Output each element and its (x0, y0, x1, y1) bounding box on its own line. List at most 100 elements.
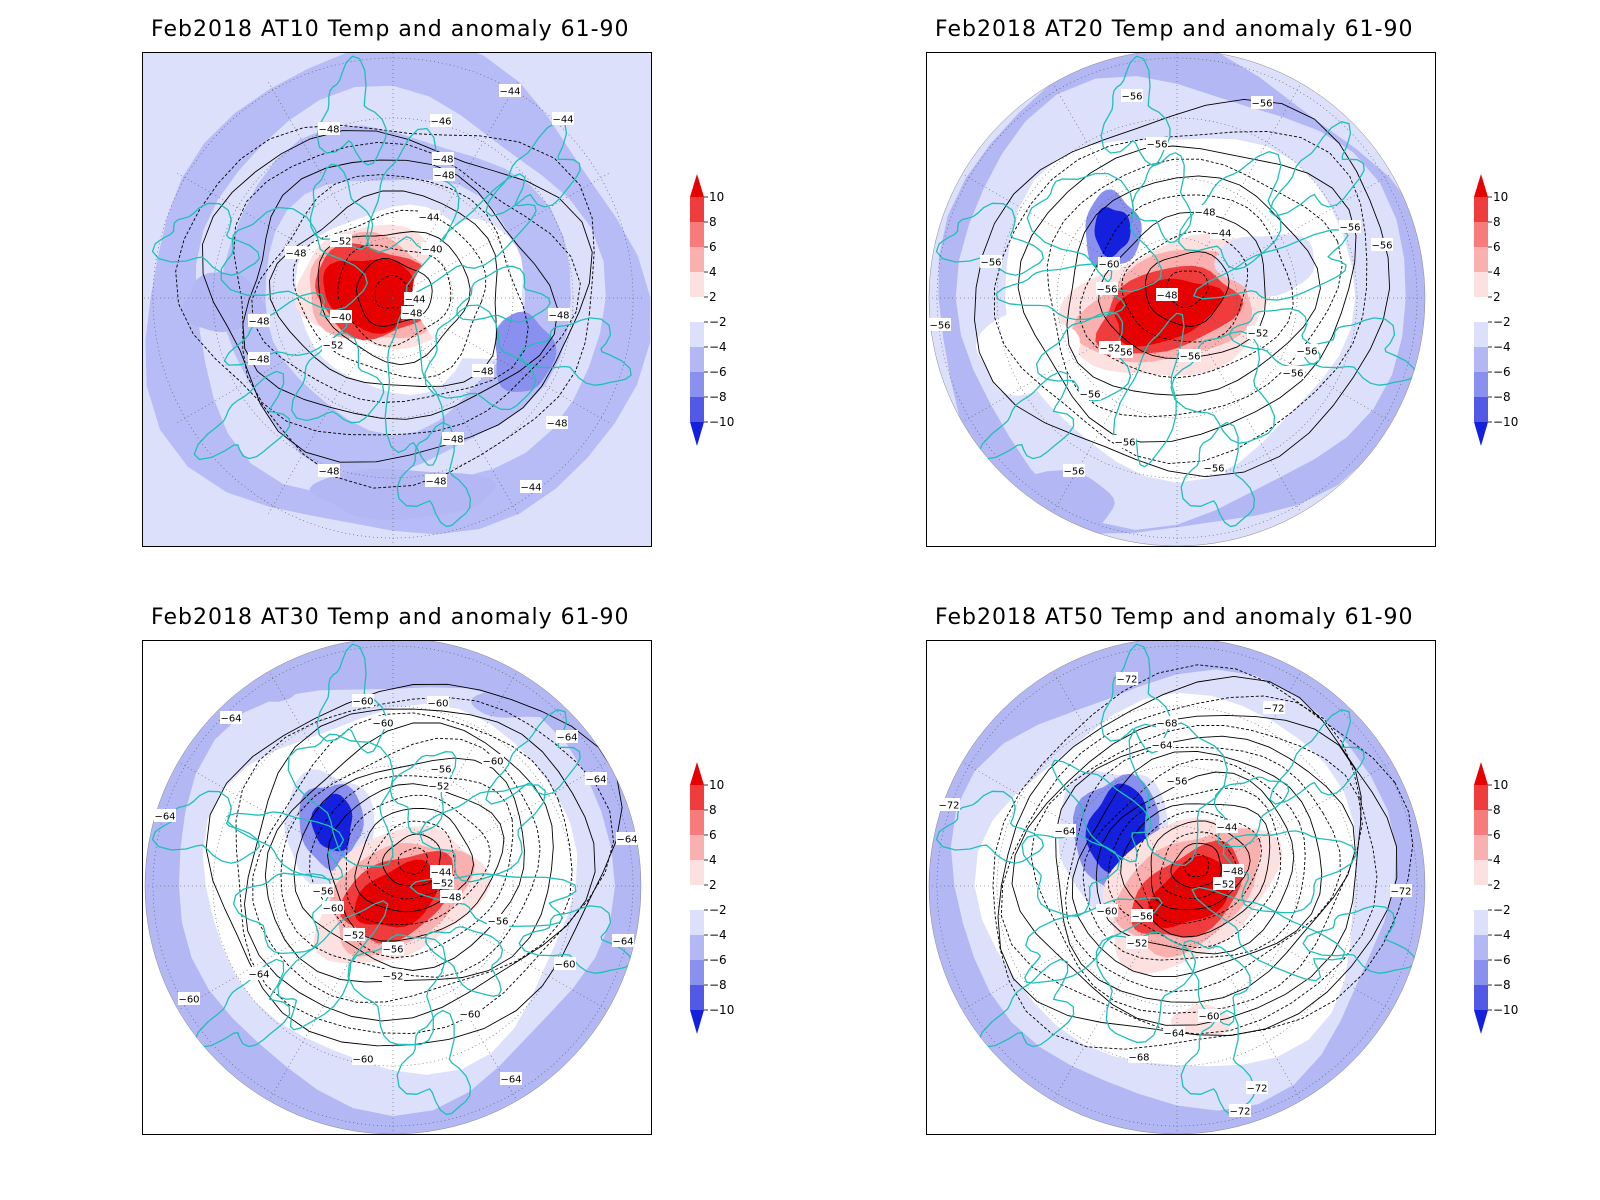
meridian-line (960, 885, 1178, 1012)
colorbar-label: 6 (709, 828, 717, 842)
meridian-line (960, 297, 1178, 424)
contour-label-box (1296, 344, 1318, 357)
contour-label: −56 (487, 917, 508, 928)
coastline (1191, 886, 1346, 982)
contour-label: −72 (1263, 704, 1284, 715)
coastline (151, 790, 261, 864)
temperature-contour (992, 664, 1414, 1050)
meridian-line (392, 172, 610, 299)
temperature-contour (1082, 758, 1306, 961)
contour-label: −68 (1156, 719, 1177, 730)
contour-label-box (1131, 909, 1153, 922)
contour-label-box (220, 711, 242, 724)
panel-title-at50: Feb2018 AT50 Temp and anomaly 61-90 (935, 605, 1414, 630)
contour-label: −44 (1210, 229, 1231, 240)
colorbar-segment (690, 372, 704, 397)
contour-label: −64 (1054, 827, 1075, 838)
contour-label-box (612, 934, 634, 947)
coastline (424, 304, 537, 411)
contour-label-box (312, 884, 334, 897)
contour-label-box (500, 1072, 522, 1085)
colorbar-at20: 10 8 6 4 2 −2 −4 −6 −8 −10 (1474, 174, 1518, 446)
coastline (309, 163, 374, 250)
colorbar-label: −10 (1493, 415, 1518, 429)
colorbar-label: 2 (709, 878, 717, 892)
contour-label: −64 (154, 812, 175, 823)
colorbar-label: −4 (1493, 928, 1511, 942)
coastline (220, 206, 368, 311)
coastline (1035, 311, 1132, 402)
temperature-contour (997, 675, 1398, 1036)
temperature-contour (1183, 854, 1210, 878)
contour-label: −60 (1198, 1012, 1219, 1023)
meridian-line (267, 669, 394, 887)
colorbar-segment (690, 785, 704, 810)
contour-label-box (1179, 349, 1201, 362)
contour-label-box (938, 798, 960, 811)
contour-label: −56 (1251, 99, 1272, 110)
colorbar-segment (1474, 372, 1488, 397)
contour-label-box (1339, 220, 1361, 233)
contour-label: −48 (433, 171, 454, 182)
contour-label-box (1128, 1050, 1150, 1063)
contour-label: −72 (1229, 1107, 1250, 1118)
colorbar-at50: 10 8 6 4 2 −2 −4 −6 −8 −10 (1474, 762, 1518, 1034)
contour-label-box (1282, 366, 1304, 379)
panel-title-at10: Feb2018 AT10 Temp and anomaly 61-90 (151, 17, 630, 42)
colorbar-segment (1474, 985, 1488, 1010)
contour-label: −44 (520, 483, 541, 494)
coastline (1131, 152, 1193, 244)
contour-label-box (487, 914, 509, 927)
coastline (409, 873, 577, 928)
meridian-line (267, 297, 394, 515)
contour-label: −44 (418, 213, 439, 224)
colorbar-segment (1474, 935, 1488, 960)
temperature-contour (292, 209, 487, 379)
contour-label-box (430, 114, 452, 127)
meridian-line (1176, 172, 1394, 299)
colorbar-segment (1474, 397, 1488, 422)
colorbar-segment (1474, 297, 1488, 322)
contour-label-box (1166, 774, 1188, 787)
contour-label: −48 (546, 419, 567, 430)
colorbar-label: 2 (709, 290, 717, 304)
colorbar-label: −10 (709, 1003, 734, 1017)
contour-label-box (520, 480, 542, 493)
coastline (1269, 121, 1365, 217)
anomaly-fill-region (1114, 278, 1224, 347)
colorbar-segment (690, 810, 704, 835)
temperature-contour (251, 174, 529, 403)
contour-label-box (546, 416, 568, 429)
colorbar-label: −6 (709, 365, 727, 379)
contour-label: −48 (1222, 867, 1243, 878)
colorbar-segment (1474, 247, 1488, 272)
contour-label: −44 (430, 868, 451, 879)
contour-label: −56 (430, 765, 451, 776)
coastline (396, 1009, 472, 1116)
contour-label: −56 (1203, 464, 1224, 475)
contour-label-box (1203, 461, 1225, 474)
anomaly-fill-region (495, 311, 557, 392)
contour-label-box (499, 84, 521, 97)
contour-label-box (322, 338, 344, 351)
contour-label: −60 (427, 699, 448, 710)
contour-label-box (472, 364, 494, 377)
contour-label: −48 (548, 311, 569, 322)
temperature-contour (1145, 251, 1230, 327)
contour-label-box (430, 762, 452, 775)
colorbar-segment (690, 885, 704, 910)
contour-label: −56 (1282, 369, 1303, 380)
contour-label: −60 (352, 1055, 373, 1066)
colorbar-label: 8 (1493, 215, 1501, 229)
contour-label: −56 (1339, 223, 1360, 234)
temperature-contour (202, 130, 593, 463)
contour-label: −60 (1096, 907, 1117, 918)
contour-label-box (404, 292, 426, 305)
temperature-contour (264, 722, 554, 983)
colorbar-arrow-bottom (690, 1010, 704, 1034)
colorbar-label: −10 (1493, 1003, 1518, 1017)
map-boundary (144, 641, 642, 1134)
colorbar-segment (690, 297, 704, 322)
contour-label: −40 (330, 313, 351, 324)
contour-label: −48 (1194, 208, 1215, 219)
